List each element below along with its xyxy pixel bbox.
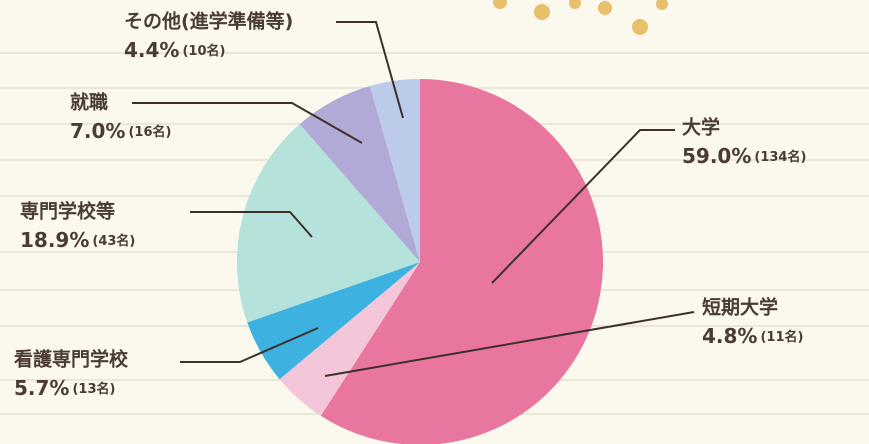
chart: 大学 59.0%(134名) 短期大学 4.8%(11名) 看護専門学校 5.7%(13名… (0, 0, 869, 444)
slice-name: 大学 (682, 116, 720, 139)
percent-label: 5.7% (14, 376, 69, 400)
count-label: (16名) (128, 124, 171, 140)
count-label: (43名) (92, 233, 135, 249)
slice-name: 短期大学 (702, 296, 778, 319)
count-label: (134名) (754, 149, 806, 165)
slice-name: 専門学校等 (20, 200, 115, 223)
slice-name: その他(進学準備等) (124, 10, 293, 33)
count-label: (11名) (760, 329, 803, 345)
percent-label: 18.9% (20, 228, 89, 252)
count-label: (10名) (182, 43, 225, 59)
percent-label: 4.4% (124, 38, 179, 62)
slice-name: 就職 (70, 91, 108, 114)
percent-label: 7.0% (70, 119, 125, 143)
count-label: (13名) (72, 381, 115, 397)
percent-label: 4.8% (702, 324, 757, 348)
slice-name: 看護専門学校 (13, 348, 129, 371)
percent-label: 59.0% (682, 144, 751, 168)
